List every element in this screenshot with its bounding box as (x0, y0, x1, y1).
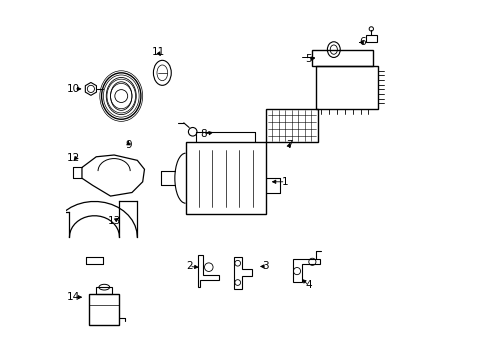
Text: 3: 3 (262, 261, 268, 271)
Text: 10: 10 (67, 84, 80, 94)
Text: 8: 8 (200, 129, 206, 139)
Text: 6: 6 (358, 37, 365, 48)
Text: 7: 7 (285, 140, 292, 150)
Bar (365, 35, 376, 42)
Text: 11: 11 (151, 47, 164, 57)
Text: 9: 9 (125, 140, 131, 150)
Text: 1: 1 (282, 177, 288, 187)
Text: 14: 14 (67, 292, 80, 302)
Text: 13: 13 (107, 216, 121, 226)
Text: 2: 2 (185, 261, 192, 271)
Text: 4: 4 (305, 280, 311, 291)
Text: 5: 5 (305, 54, 311, 64)
Text: 12: 12 (67, 153, 80, 163)
